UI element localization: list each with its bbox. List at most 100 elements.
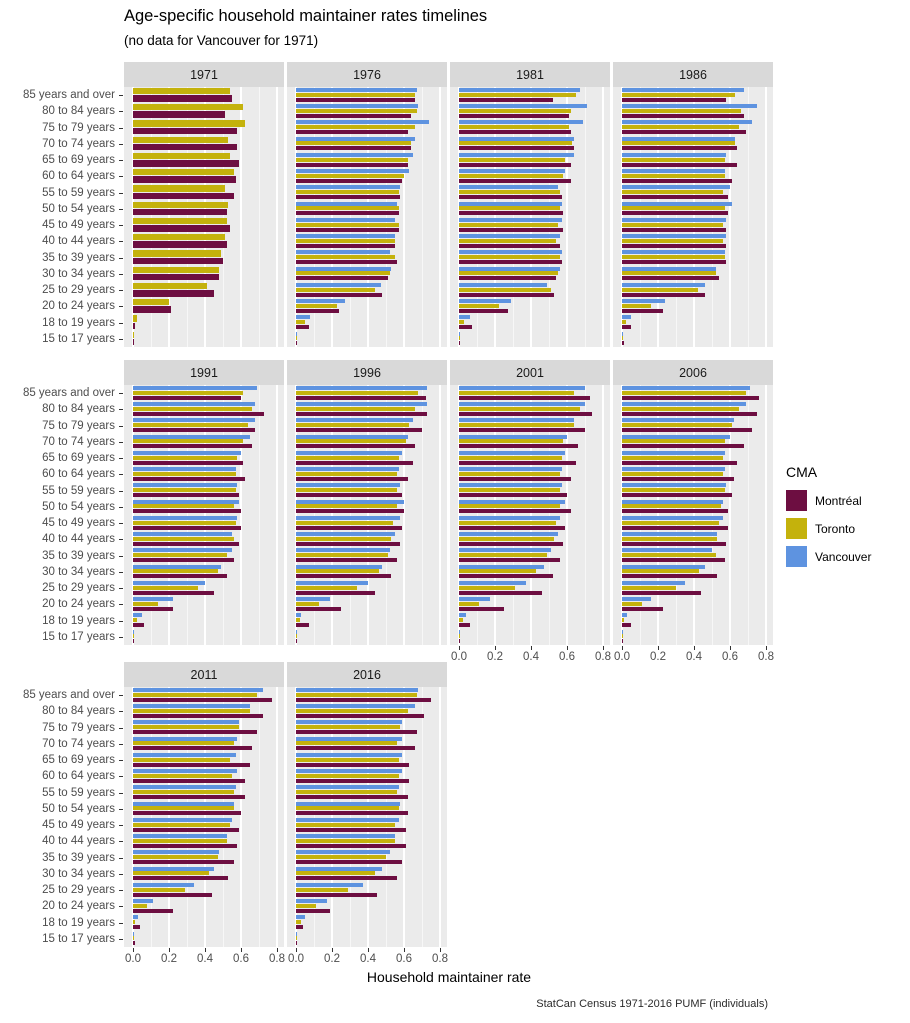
y-axis-tick (119, 571, 123, 573)
gridline (602, 385, 604, 645)
y-axis-tick (119, 338, 123, 340)
bar-vancouver (622, 152, 727, 157)
bar-toronto (622, 618, 624, 623)
bar-vancouver (133, 402, 256, 407)
bar-montréal (133, 306, 171, 313)
bar-toronto (133, 708, 250, 713)
y-axis-label: 18 to 19 years (42, 316, 115, 329)
gridline (640, 87, 641, 347)
y-axis-tick (119, 257, 123, 259)
bar-montréal (622, 460, 738, 465)
bar-montréal (133, 811, 241, 816)
bar-vancouver (459, 152, 575, 157)
bar-toronto (622, 536, 718, 541)
bar-vancouver (459, 331, 460, 336)
x-axis-tick (133, 948, 134, 952)
y-axis-label: 70 to 74 years (42, 137, 115, 150)
bar-vancouver (622, 250, 725, 255)
y-axis-tick (119, 539, 123, 541)
bar-montréal (622, 558, 725, 563)
gridline (223, 87, 224, 347)
bar-toronto (622, 520, 720, 525)
x-axis-tick-label: 0.8 (758, 651, 774, 663)
bar-toronto (459, 222, 558, 227)
y-axis-tick (119, 808, 123, 810)
bar-montréal (133, 476, 245, 481)
bar-montréal (133, 639, 134, 644)
x-axis-tick (730, 646, 731, 650)
bar-vancouver (133, 385, 258, 390)
bar-toronto (622, 303, 651, 308)
y-axis-label: 15 to 17 years (42, 630, 115, 643)
bar-vancouver (459, 434, 567, 439)
y-axis-label: 55 to 59 years (42, 484, 115, 497)
y-axis-label: 70 to 74 years (42, 737, 115, 750)
bar-toronto (133, 185, 225, 192)
gridline (187, 385, 188, 645)
bar-toronto (133, 234, 225, 241)
bar-montréal (296, 697, 431, 702)
bar-toronto (622, 336, 623, 341)
gridline (295, 687, 297, 947)
bar-toronto (622, 601, 642, 606)
gridline (403, 687, 405, 947)
y-axis-label: 20 to 24 years (42, 300, 115, 313)
x-axis-tick (622, 646, 623, 650)
bar-vancouver (296, 418, 413, 423)
bar-montréal (133, 925, 141, 930)
bar-toronto (459, 141, 573, 146)
gridline (132, 87, 134, 347)
bar-vancouver (133, 532, 232, 537)
bar-toronto (133, 618, 137, 623)
y-axis-label: 80 to 84 years (42, 403, 115, 416)
bar-vancouver (459, 499, 566, 504)
y-axis-tick (119, 225, 123, 227)
y-axis-label: 35 to 39 years (42, 549, 115, 562)
gridline (295, 385, 297, 645)
bar-vancouver (459, 402, 585, 407)
bar-montréal (459, 276, 557, 281)
bar-vancouver (459, 532, 558, 537)
gridline (276, 687, 278, 947)
y-axis-label: 18 to 19 years (42, 614, 115, 627)
x-axis-tick (404, 948, 405, 952)
bar-toronto (459, 238, 557, 243)
bar-toronto (296, 141, 412, 146)
bar-montréal (296, 762, 410, 767)
bar-vancouver (296, 736, 403, 741)
facet-panel-1986 (613, 87, 773, 347)
chart-subtitle: (no data for Vancouver for 1971) (124, 33, 319, 48)
y-axis-label: 15 to 17 years (42, 932, 115, 945)
bar-montréal (296, 574, 392, 579)
bar-montréal (296, 843, 406, 848)
bar-toronto (622, 206, 725, 211)
bar-montréal (459, 428, 585, 433)
gridline (712, 385, 713, 645)
bar-vancouver (459, 315, 470, 320)
bar-montréal (459, 243, 560, 248)
bar-vancouver (459, 597, 490, 602)
y-axis-label: 25 to 29 years (42, 284, 115, 297)
bar-montréal (622, 308, 664, 313)
bar-toronto (133, 585, 198, 590)
bar-montréal (133, 143, 238, 151)
gridline (458, 87, 460, 347)
bar-montréal (296, 113, 412, 118)
legend-item-toronto: Toronto (786, 518, 871, 539)
bar-toronto (622, 92, 736, 97)
y-axis-label: 50 to 54 years (42, 202, 115, 215)
bar-vancouver (459, 104, 587, 109)
bar-vancouver (622, 169, 725, 174)
gridline (151, 687, 152, 947)
bar-vancouver (296, 752, 403, 757)
bar-montréal (296, 606, 341, 611)
bar-montréal (459, 444, 578, 449)
bar-toronto (459, 455, 562, 460)
gridline (477, 87, 478, 347)
bar-montréal (459, 525, 566, 530)
gridline (693, 385, 695, 645)
bar-vancouver (296, 817, 399, 822)
bar-toronto (133, 520, 236, 525)
bar-toronto (296, 390, 419, 395)
bar-vancouver (133, 931, 134, 936)
